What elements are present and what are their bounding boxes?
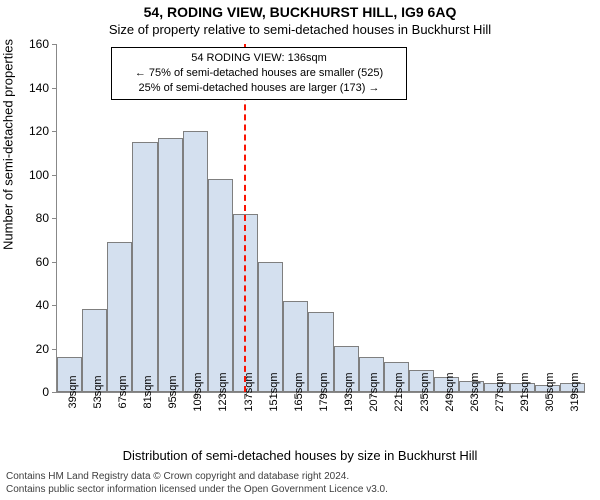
- y-tick-label: 100: [29, 168, 57, 182]
- x-tick-label: 95sqm: [161, 375, 179, 408]
- histogram-bar: [107, 242, 132, 392]
- x-tick-label: 151sqm: [262, 372, 280, 411]
- chart-title: 54, RODING VIEW, BUCKHURST HILL, IG9 6AQ: [0, 4, 600, 20]
- x-tick-label: 165sqm: [287, 372, 305, 411]
- x-tick-label: 179sqm: [312, 372, 330, 411]
- plot-area: 02040608010012014016039sqm53sqm67sqm81sq…: [56, 44, 585, 393]
- x-tick-label: 81sqm: [136, 375, 154, 408]
- x-tick-label: 305sqm: [538, 372, 556, 411]
- x-axis-label: Distribution of semi-detached houses by …: [0, 448, 600, 463]
- y-tick-label: 20: [36, 342, 57, 356]
- x-tick-label: 263sqm: [463, 372, 481, 411]
- histogram-bar: [183, 131, 208, 392]
- y-axis-label: Number of semi-detached properties: [1, 39, 16, 250]
- x-tick-label: 39sqm: [61, 375, 79, 408]
- annotation-box: 54 RODING VIEW: 136sqm← 75% of semi-deta…: [111, 47, 407, 100]
- y-tick-label: 140: [29, 81, 57, 95]
- histogram-bar: [208, 179, 233, 392]
- annotation-line: ← 75% of semi-detached houses are smalle…: [118, 66, 400, 81]
- histogram-bar: [132, 142, 157, 392]
- x-tick-label: 291sqm: [513, 372, 531, 411]
- chart-subtitle: Size of property relative to semi-detach…: [0, 22, 600, 37]
- y-tick-label: 40: [36, 298, 57, 312]
- y-tick-label: 160: [29, 37, 57, 51]
- histogram-bar: [158, 138, 183, 392]
- x-tick-label: 207sqm: [362, 372, 380, 411]
- y-tick-label: 0: [42, 385, 57, 399]
- x-tick-label: 235sqm: [413, 372, 431, 411]
- x-tick-label: 221sqm: [387, 372, 405, 411]
- chart-container: 54, RODING VIEW, BUCKHURST HILL, IG9 6AQ…: [0, 0, 600, 500]
- x-tick-label: 109sqm: [186, 372, 204, 411]
- y-tick-label: 60: [36, 255, 57, 269]
- y-tick-label: 80: [36, 211, 57, 225]
- x-tick-label: 319sqm: [563, 372, 581, 411]
- x-tick-label: 67sqm: [111, 375, 129, 408]
- x-tick-label: 193sqm: [337, 372, 355, 411]
- credit-text: Contains HM Land Registry data © Crown c…: [6, 471, 388, 496]
- credit-line-1: Contains HM Land Registry data © Crown c…: [6, 471, 388, 484]
- credit-line-2: Contains public sector information licen…: [6, 484, 388, 497]
- x-tick-label: 249sqm: [438, 372, 456, 411]
- x-tick-label: 123sqm: [211, 372, 229, 411]
- annotation-line: 54 RODING VIEW: 136sqm: [118, 51, 400, 66]
- x-tick-label: 277sqm: [488, 372, 506, 411]
- annotation-line: 25% of semi-detached houses are larger (…: [118, 81, 400, 96]
- y-tick-label: 120: [29, 124, 57, 138]
- x-tick-label: 53sqm: [86, 375, 104, 408]
